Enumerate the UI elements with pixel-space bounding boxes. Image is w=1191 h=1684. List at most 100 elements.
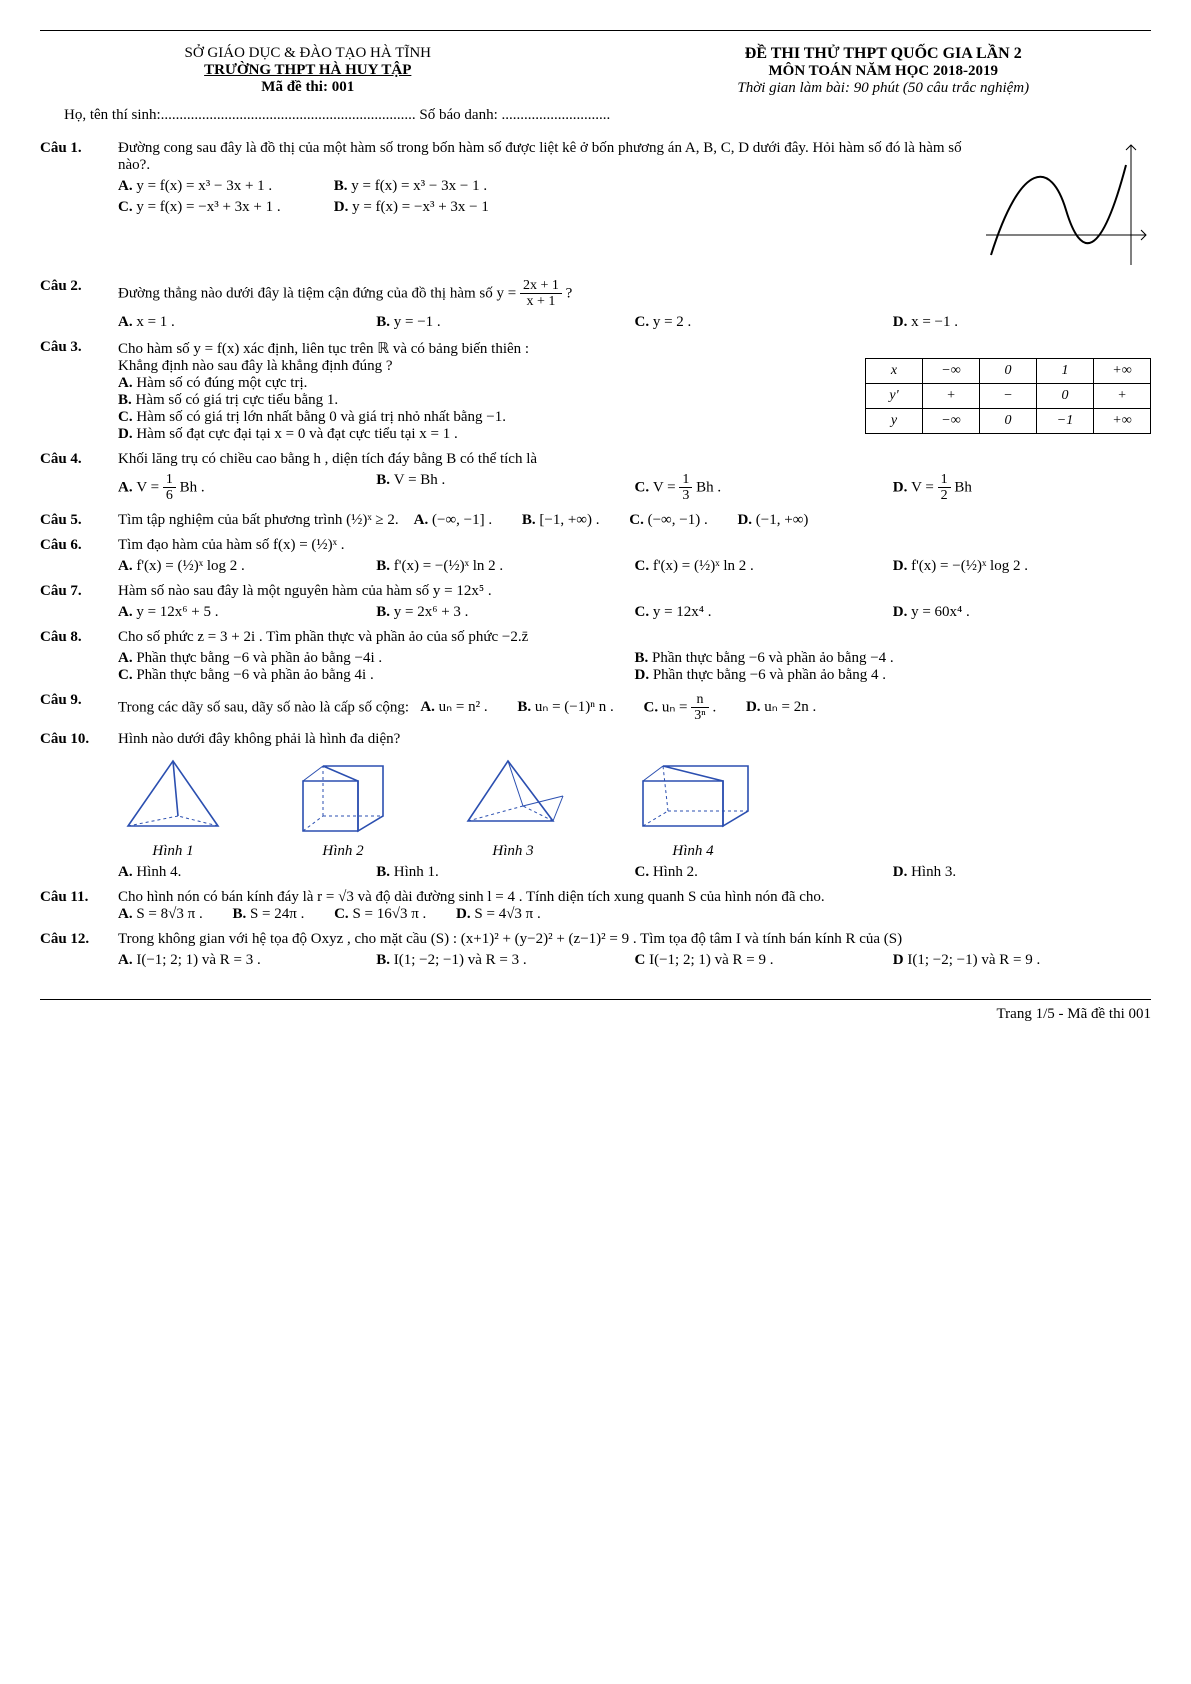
header-right: ĐỀ THI THỬ THPT QUỐC GIA LẦN 2 MÔN TOÁN … <box>616 45 1152 97</box>
exam-subject: MÔN TOÁN NĂM HỌC 2018-2019 <box>616 63 1152 80</box>
q11-text: Cho hình nón có bán kính đáy là r = √3 v… <box>118 889 825 905</box>
q10-opt-d: D. Hình 3. <box>893 864 1151 881</box>
q4-opt-a: A. V = 16 Bh . <box>118 472 376 504</box>
cuboid-icon <box>628 756 758 836</box>
exam-code: Mã đề thi: 001 <box>40 79 576 96</box>
q7-label: Câu 7. <box>40 583 118 621</box>
page-footer: Trang 1/5 - Mã đề thi 001 <box>40 999 1151 1023</box>
q5-opt-c: C. (−∞, −1) . <box>629 512 715 529</box>
exam-duration: Thời gian làm bài: 90 phút (50 câu trắc … <box>616 80 1152 97</box>
q9-text: Trong các dãy số sau, dãy số nào là cấp … <box>118 699 409 715</box>
shape-1: Hình 1 <box>118 756 228 860</box>
q4-opt-d: D. V = 12 Bh <box>893 472 1151 504</box>
q12-label: Câu 12. <box>40 931 118 969</box>
header-left: SỞ GIÁO DỤC & ĐÀO TẠO HÀ TĨNH TRƯỜNG THP… <box>40 45 576 97</box>
q6-opt-b: B. f'(x) = −(½)ˣ ln 2 . <box>376 558 634 575</box>
student-id-label: Số báo danh: ...........................… <box>419 107 610 123</box>
q7-body: Hàm số nào sau đây là một nguyên hàm của… <box>118 583 1151 621</box>
question-7: Câu 7. Hàm số nào sau đây là một nguyên … <box>40 583 1151 621</box>
q11-label: Câu 11. <box>40 889 118 923</box>
question-4: Câu 4. Khối lăng trụ có chiều cao bằng h… <box>40 451 1151 504</box>
issuer: SỞ GIÁO DỤC & ĐÀO TẠO HÀ TĨNH <box>40 45 576 62</box>
q11-opt-d: D. S = 4√3 π . <box>456 906 549 923</box>
q3-body: Cho hàm số y = f(x) xác định, liên tục t… <box>118 339 1151 443</box>
q10-opt-c: C. Hình 2. <box>635 864 893 881</box>
q3-label: Câu 3. <box>40 339 118 443</box>
q1-opt-d: D. y = f(x) = −x³ + 3x − 1 <box>334 199 550 216</box>
q5-text: Tìm tập nghiệm của bất phương trình (½)ˣ… <box>118 512 399 528</box>
q4-text: Khối lăng trụ có chiều cao bằng h , diện… <box>118 451 1151 468</box>
q9-opt-b: B. uₙ = (−1)ⁿ n . <box>517 697 621 716</box>
q2-label: Câu 2. <box>40 278 118 331</box>
q8-opt-a: A. Phần thực bằng −6 và phần ảo bằng −4i… <box>118 650 635 667</box>
q2-opt-d: D. x = −1 . <box>893 314 1151 331</box>
school: TRƯỜNG THPT HÀ HUY TẬP <box>40 62 576 79</box>
q10-body: Hình nào dưới đây không phải là hình đa … <box>118 731 1151 881</box>
q12-opt-a: A. I(−1; 2; 1) và R = 3 . <box>118 952 376 969</box>
q8-label: Câu 8. <box>40 629 118 684</box>
question-8: Câu 8. Cho số phức z = 3 + 2i . Tìm phần… <box>40 629 1151 684</box>
q12-opt-b: B. I(1; −2; −1) và R = 3 . <box>376 952 634 969</box>
cubic-curve-figure <box>981 140 1151 270</box>
q8-text: Cho số phức z = 3 + 2i . Tìm phần thực v… <box>118 629 1151 646</box>
q6-body: Tìm đạo hàm của hàm số f(x) = (½)ˣ . A. … <box>118 537 1151 575</box>
q4-body: Khối lăng trụ có chiều cao bằng h , diện… <box>118 451 1151 504</box>
q2-text-pre: Đường thẳng nào dưới đây là tiệm cận đứn… <box>118 285 520 301</box>
q4-opt-c: C. V = 13 Bh . <box>635 472 893 504</box>
q1-opt-a: A. y = f(x) = x³ − 3x + 1 . <box>118 178 334 195</box>
q7-opt-c: C. y = 12x⁴ . <box>635 604 893 621</box>
cube-icon <box>288 756 398 836</box>
question-5: Câu 5. Tìm tập nghiệm của bất phương trì… <box>40 512 1151 529</box>
q2-opt-b: B. y = −1 . <box>376 314 634 331</box>
q9-opt-d: D. uₙ = 2n . <box>746 697 824 716</box>
q10-label: Câu 10. <box>40 731 118 881</box>
q7-opt-b: B. y = 2x⁶ + 3 . <box>376 604 634 621</box>
question-6: Câu 6. Tìm đạo hàm của hàm số f(x) = (½)… <box>40 537 1151 575</box>
q10-text: Hình nào dưới đây không phải là hình đa … <box>118 731 1151 748</box>
exam-title: ĐỀ THI THỬ THPT QUỐC GIA LẦN 2 <box>616 45 1152 63</box>
q2-body: Đường thẳng nào dưới đây là tiệm cận đứn… <box>118 278 1151 331</box>
question-10: Câu 10. Hình nào dưới đây không phải là … <box>40 731 1151 881</box>
q4-label: Câu 4. <box>40 451 118 504</box>
student-name-label: Họ, tên thí sinh:.......................… <box>64 107 416 123</box>
q7-opt-d: D. y = 60x⁴ . <box>893 604 1151 621</box>
footer-text: Trang 1/5 - Mã đề thi 001 <box>997 1006 1151 1022</box>
question-12: Câu 12. Trong không gian với hệ tọa độ O… <box>40 931 1151 969</box>
student-info: Họ, tên thí sinh:.......................… <box>64 107 1151 124</box>
pyramid-icon <box>118 756 228 836</box>
q10-opt-b: B. Hình 1. <box>376 864 634 881</box>
exam-header: SỞ GIÁO DỤC & ĐÀO TẠO HÀ TĨNH TRƯỜNG THP… <box>40 45 1151 97</box>
question-2: Câu 2. Đường thẳng nào dưới đây là tiệm … <box>40 278 1151 331</box>
question-1: Câu 1. Đường cong sau đây là đồ thị của … <box>40 140 1151 270</box>
q6-opt-c: C. f'(x) = (½)ˣ ln 2 . <box>635 558 893 575</box>
q1-body: Đường cong sau đây là đồ thị của một hàm… <box>118 140 1151 270</box>
q2-opt-c: C. y = 2 . <box>635 314 893 331</box>
q12-text: Trong không gian với hệ tọa độ Oxyz , ch… <box>118 931 1151 948</box>
q1-label: Câu 1. <box>40 140 118 270</box>
q4-opt-b: B. V = Bh . <box>376 472 634 504</box>
shape-4: Hình 4 <box>628 756 758 860</box>
q8-body: Cho số phức z = 3 + 2i . Tìm phần thực v… <box>118 629 1151 684</box>
q5-label: Câu 5. <box>40 512 118 529</box>
q9-label: Câu 9. <box>40 692 118 724</box>
q9-opt-c: C. uₙ = n3ⁿ . <box>643 692 724 724</box>
question-3: Câu 3. Cho hàm số y = f(x) xác định, liê… <box>40 339 1151 443</box>
q1-opt-c: C. y = f(x) = −x³ + 3x + 1 . <box>118 199 334 216</box>
q8-opt-c: C. Phần thực bằng −6 và phần ảo bằng 4i … <box>118 667 635 684</box>
q8-opt-b: B. Phần thực bằng −6 và phần ảo bằng −4 … <box>635 650 1152 667</box>
q12-opt-d: D I(1; −2; −1) và R = 9 . <box>893 952 1151 969</box>
q8-opt-d: D. Phần thực bằng −6 và phần ảo bằng 4 . <box>635 667 1152 684</box>
q9-opt-a: A. uₙ = n² . <box>420 697 495 716</box>
question-11: Câu 11. Cho hình nón có bán kính đáy là … <box>40 889 1151 923</box>
q11-opt-c: C. S = 16√3 π . <box>334 906 434 923</box>
q12-opt-c: C I(−1; 2; 1) và R = 9 . <box>635 952 893 969</box>
q5-opt-a: A. (−∞, −1] . <box>414 512 500 529</box>
q9-body: Trong các dãy số sau, dãy số nào là cấp … <box>118 692 1151 724</box>
q6-label: Câu 6. <box>40 537 118 575</box>
shape-2: Hình 2 <box>288 756 398 860</box>
q2-opt-a: A. x = 1 . <box>118 314 376 331</box>
variation-table: x −∞ 0 1 +∞ y' + − 0 + y −∞ 0 −1 +∞ <box>865 358 1151 434</box>
tetra-with-extra-icon <box>458 756 568 836</box>
q2-text-post: ? <box>566 285 573 301</box>
q12-body: Trong không gian với hệ tọa độ Oxyz , ch… <box>118 931 1151 969</box>
